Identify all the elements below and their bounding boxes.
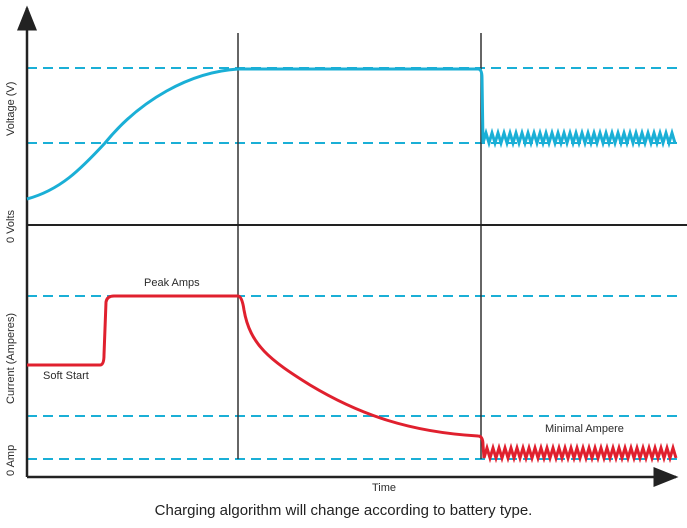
phase-dividers <box>237 33 482 459</box>
chart-caption: Charging algorithm will change according… <box>154 502 533 519</box>
time-axis-label: Time <box>372 482 397 494</box>
voltage-curve <box>26 67 677 201</box>
peak-amps-label: Peak Amps <box>144 277 200 289</box>
current-curve <box>27 294 678 464</box>
current-axis-label: Current (Amperes) <box>5 312 17 404</box>
zero-volts-label: 0 Volts <box>5 209 17 243</box>
voltage-axis-label: Voltage (V) <box>5 81 17 136</box>
minimal-ampere-label: Minimal Ampere <box>545 423 624 435</box>
reference-lines <box>27 67 678 460</box>
soft-start-label: Soft Start <box>43 370 89 382</box>
axes <box>17 5 687 487</box>
zero-amp-label: 0 Amp <box>5 444 17 476</box>
